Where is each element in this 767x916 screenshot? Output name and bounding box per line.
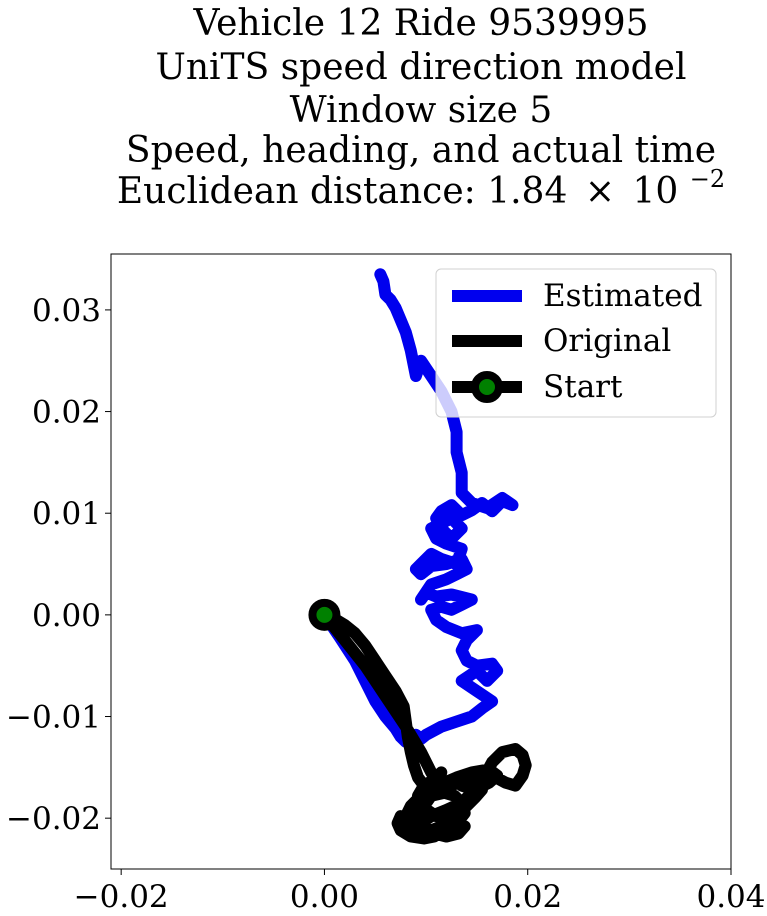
start-marker bbox=[308, 598, 341, 631]
plot-area: −0.02 0.00 0.02 0.04 −0.02 −0.01 0.00 0.01 0.02… bbox=[6, 253, 766, 915]
x-tick-label: 0.02 bbox=[493, 879, 562, 915]
x-axis: −0.02 0.00 0.02 0.04 bbox=[74, 869, 766, 915]
legend-label-estimated: Estimated bbox=[543, 278, 702, 314]
title-line-3: Window size 5 bbox=[290, 90, 553, 131]
legend-label-original: Original bbox=[543, 323, 671, 359]
x-tick-label: 0.00 bbox=[290, 879, 359, 915]
plot-frame bbox=[110, 253, 732, 870]
series-layer bbox=[308, 268, 532, 845]
legend-frame bbox=[435, 268, 717, 418]
title-distance-base: 10 bbox=[632, 171, 678, 212]
x-tick-label: 0.04 bbox=[696, 879, 765, 915]
chart-title: Vehicle 12 Ride 9539995 UniTS speed dire… bbox=[117, 3, 725, 212]
y-tick-label: −0.01 bbox=[6, 700, 101, 736]
legend-label-start: Start bbox=[543, 369, 623, 405]
y-tick-label: 0.03 bbox=[32, 293, 101, 329]
x-tick-label: −0.02 bbox=[74, 879, 169, 915]
y-tick-label: 0.02 bbox=[32, 395, 101, 431]
title-line-1: Vehicle 12 Ride 9539995 bbox=[192, 3, 648, 44]
y-tick-label: −0.02 bbox=[6, 801, 101, 837]
y-tick-label: 0.01 bbox=[32, 496, 101, 532]
legend: Estimated Original Start bbox=[435, 268, 717, 418]
title-line-5: Euclidean distance: 1.84 × 10 −2 bbox=[117, 165, 725, 212]
y-axis: −0.02 −0.01 0.00 0.01 0.02 0.03 bbox=[6, 293, 111, 837]
series-line-original bbox=[318, 608, 532, 845]
title-distance-times: × bbox=[585, 171, 615, 212]
title-line-2: UniTS speed direction model bbox=[156, 47, 687, 88]
y-tick-label: 0.00 bbox=[32, 598, 101, 634]
title-distance-prefix: Euclidean distance: 1.84 bbox=[117, 171, 567, 212]
title-line-4: Speed, heading, and actual time bbox=[126, 130, 716, 171]
series-line-estimated bbox=[318, 268, 519, 748]
title-distance-exponent: −2 bbox=[690, 165, 725, 193]
legend-swatch-start-marker bbox=[471, 371, 503, 403]
